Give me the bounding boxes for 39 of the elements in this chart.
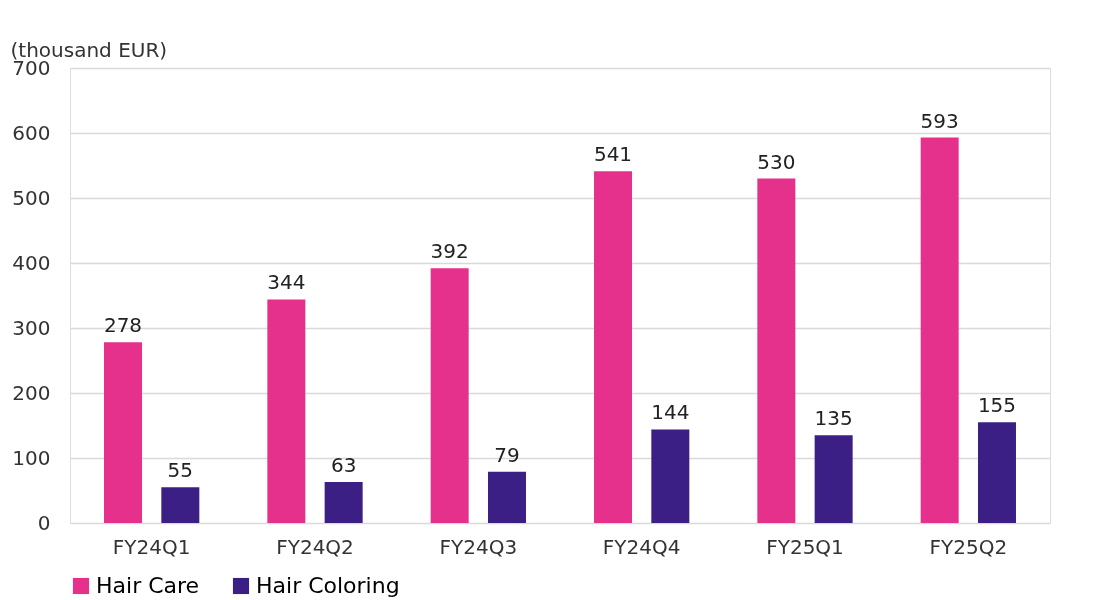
bar [757,178,796,523]
x-tick-label: FY25Q1 [766,534,844,559]
data-label: 278 [103,313,143,338]
y-tick-label: 400 [12,250,51,275]
bar [594,171,633,523]
x-tick-label: FY24Q2 [276,534,354,559]
data-label: 55 [167,458,194,483]
bar [161,487,200,523]
data-label: 541 [593,142,633,167]
bar [487,471,526,523]
data-label: 144 [651,400,690,425]
y-tick-label: 200 [12,380,51,405]
y-tick-label: 500 [12,185,51,210]
bar [324,482,363,523]
data-label: 155 [977,393,1017,418]
bar [977,422,1016,523]
x-tick-label: FY25Q2 [929,534,1008,559]
legend-label: Hair Care [96,573,200,598]
y-tick-label: 600 [12,120,51,145]
x-tick-label: FY24Q1 [112,534,191,559]
data-label: 593 [920,108,959,133]
y-tick-label: 300 [12,315,51,340]
bar [267,299,306,523]
data-label: 135 [814,406,853,431]
x-tick-label: FY24Q4 [602,534,681,559]
bar [430,268,469,523]
bar [104,342,143,523]
data-label: 392 [430,239,469,264]
y-tick-label: 0 [37,510,51,535]
data-label: 63 [330,453,357,478]
bar [920,137,959,523]
x-tick-label: FY24Q3 [439,534,518,559]
legend-label: Hair Coloring [256,573,400,598]
data-label: 79 [494,442,520,467]
data-label: 530 [757,149,796,174]
bar [814,435,853,523]
data-label: 344 [267,270,306,295]
y-tick-label: 100 [12,445,51,470]
bar [651,429,690,523]
